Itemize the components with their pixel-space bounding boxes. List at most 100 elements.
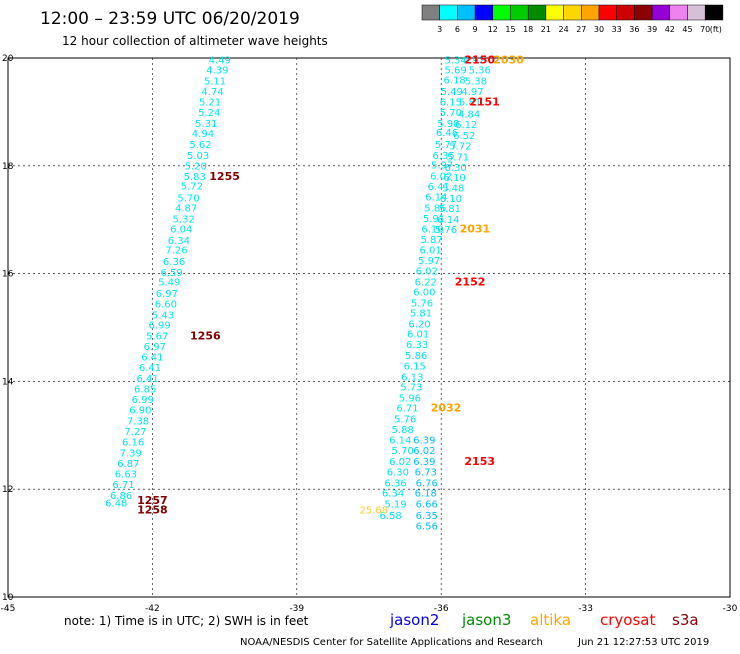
wave-height-value: 6.66	[416, 500, 438, 511]
wave-height-value: 6.10	[444, 173, 466, 184]
colorbar-label: 24	[559, 25, 569, 34]
x-tick-label: -45	[1, 604, 16, 614]
wave-height-value: 6.14	[425, 192, 447, 203]
wave-height-value: 6.56	[416, 522, 438, 533]
wave-height-value: 6.87	[117, 459, 139, 470]
wave-height-value: 5.70	[440, 108, 462, 119]
wave-height-value: 4.49	[209, 55, 231, 66]
colorbar-swatch	[510, 4, 529, 21]
wave-height-value: 6.46	[436, 128, 458, 139]
wave-height-value: 5.34	[445, 55, 467, 66]
wave-height-value: 6.18	[444, 75, 466, 86]
plot-frame	[7, 57, 731, 598]
wave-height-value: 6.30	[445, 163, 467, 174]
colorbar-swatch	[474, 4, 494, 21]
colorbar-label: 30	[594, 25, 604, 34]
colorbar-swatch	[687, 4, 706, 21]
wave-height-value: 6.02	[430, 171, 452, 182]
wave-height-value: 5.69	[445, 66, 467, 77]
wave-height-value: 6.90	[129, 406, 151, 417]
colorbar-label: 39	[647, 25, 657, 34]
wave-height-value: 6.99	[132, 395, 154, 406]
wave-height-value: 5.38	[465, 76, 487, 87]
pass-time-label: 2032	[431, 402, 462, 415]
colorbar-swatch	[563, 4, 582, 21]
colorbar-label: 18	[523, 25, 533, 34]
mission-legend-altika: altika	[530, 611, 571, 629]
wave-height-value: 6.35	[416, 511, 438, 522]
wave-height-value: 5.31	[195, 119, 217, 130]
footer-timestamp: Jun 21 12:27:53 UTC 2019	[577, 637, 709, 648]
wave-height-value: 6.48	[105, 498, 127, 509]
wave-height-value: 5.77	[435, 140, 457, 151]
colorbar-swatch	[439, 4, 458, 21]
pass-time-label: 2153	[464, 455, 495, 468]
pass-time-label: 1256	[190, 329, 221, 342]
wave-height-value: 6.35	[432, 151, 454, 162]
pass-time-label: 2151	[469, 95, 500, 108]
mission-legend-s3a: s3a	[672, 611, 699, 629]
wave-height-value: 5.81	[410, 309, 432, 320]
wave-height-value: 6.20	[408, 320, 430, 331]
colorbar-swatch	[581, 4, 600, 21]
color-scale-bar: 3 6 9 12 15 18 21 24 27 30 33 36 39 42 45 70 (ft)	[421, 4, 724, 34]
wave-height-value: 6.41	[141, 352, 163, 363]
colorbar-label: 6	[455, 25, 460, 34]
pass-time-label: 2152	[455, 275, 486, 288]
wave-height-value: 6.39	[413, 457, 435, 468]
mission-legend-jason3: jason3	[461, 611, 511, 629]
footer-note: note: 1) Time is in UTC; 2) SWH is in fe…	[64, 614, 309, 628]
wave-height-value: 6.16	[122, 438, 144, 449]
wave-height-value: 5.24	[198, 108, 220, 119]
axis-ticks: -45 -42 -39 -36 -33 -30 10 12 14 16 18 20	[1, 54, 738, 614]
wave-height-value: 6.60	[155, 300, 177, 311]
wave-height-value: 7.38	[127, 417, 149, 428]
colorbar-label: 3	[437, 25, 442, 34]
wave-height-value: 5.76	[435, 225, 457, 236]
y-tick-label: 20	[2, 54, 14, 64]
wave-height-value: 5.70	[177, 193, 199, 204]
wave-height-value: 6.15	[440, 97, 462, 108]
colorbar-swatch	[616, 4, 635, 21]
pass-time-label: 2150	[464, 53, 495, 66]
y-tick-label: 10	[2, 593, 14, 603]
pass-time-label: 2030	[493, 53, 524, 66]
mission-legend: jason2 jason3 altika cryosat s3a	[389, 611, 699, 629]
x-tick-label: -36	[434, 604, 449, 614]
pass-time-label: 1255	[209, 170, 240, 183]
wave-height-value: 5.72	[181, 182, 203, 193]
wave-height-value: 5.43	[152, 310, 174, 321]
wave-height-value: 6.18	[415, 489, 437, 500]
y-tick-label: 12	[2, 485, 13, 495]
wave-height-value: 5.73	[400, 383, 422, 394]
colorbar-label: 42	[665, 25, 675, 34]
colorbar-swatch	[545, 4, 564, 21]
wave-height-value: 6.41	[139, 363, 161, 374]
y-tick-label: 16	[2, 270, 14, 280]
mission-legend-jason2: jason2	[389, 611, 439, 629]
x-tick-label: -42	[145, 604, 160, 614]
wave-height-value: 6.52	[453, 131, 475, 142]
wave-height-value: 5.83	[184, 172, 206, 183]
wave-height-value: 6.15	[404, 362, 426, 373]
x-tick-label: -39	[289, 604, 304, 614]
wave-height-value: 5.36	[469, 66, 491, 77]
wave-height-value: 6.86	[110, 491, 132, 502]
wave-height-value: 6.33	[406, 340, 428, 351]
y-tick-label: 18	[2, 162, 14, 172]
wave-height-value: 6.36	[163, 257, 185, 268]
wave-height-value: 5.48	[442, 184, 464, 195]
wave-height-value: 5.03	[187, 151, 209, 162]
colorbar-unit: (ft)	[710, 25, 722, 34]
wave-height-value: 5.88	[392, 425, 414, 436]
pass-time-label: 1257	[137, 494, 168, 507]
x-tick-label: -33	[578, 604, 593, 614]
wave-height-value: 6.39	[413, 435, 435, 446]
wave-height-value: 6.34	[168, 236, 190, 247]
wave-height-value: 7.39	[120, 448, 142, 459]
wave-height-value: 5.21	[199, 97, 221, 108]
wave-height-value: 25.68	[359, 505, 388, 516]
wave-height-value: 6.41	[136, 374, 158, 385]
